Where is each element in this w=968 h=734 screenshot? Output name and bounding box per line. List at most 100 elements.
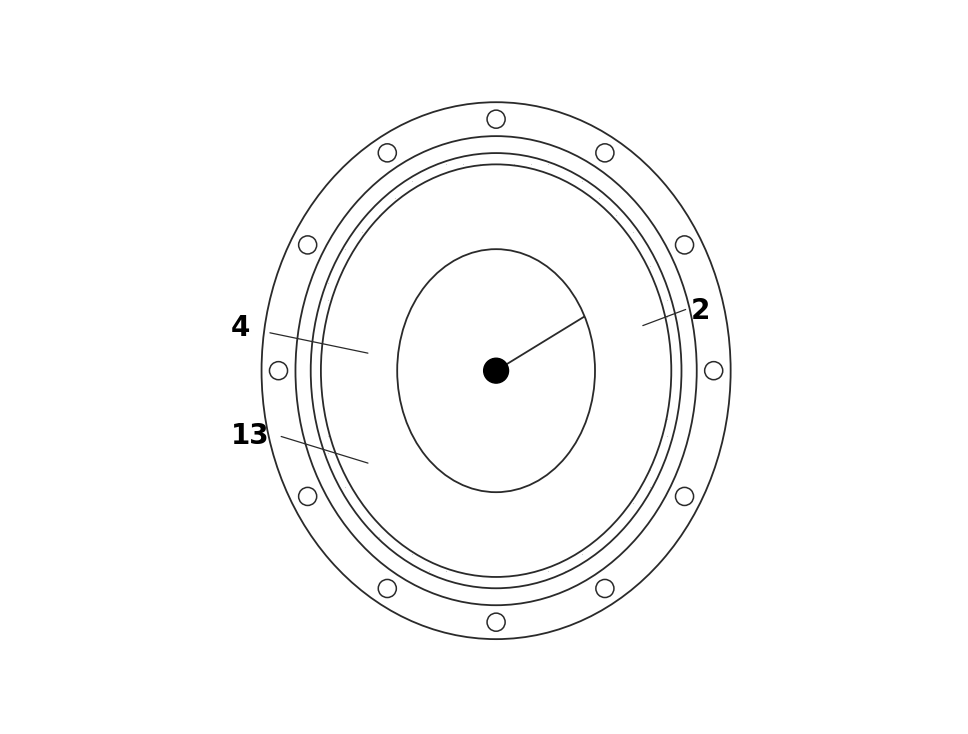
Point [456,565,471,577]
Circle shape [269,362,287,379]
Point [439,548,454,560]
Point [472,175,488,187]
Point [524,565,539,577]
Point [608,379,623,390]
Point [405,277,420,289]
Point [371,294,386,306]
Point [524,243,539,255]
Point [540,531,556,543]
Point [642,379,657,390]
Point [591,209,607,221]
Point [591,328,607,340]
Point [642,464,657,476]
Point [354,311,370,323]
Point [625,362,641,374]
Point [642,345,657,357]
Point [456,209,471,221]
Point [642,447,657,459]
Point [354,294,370,306]
Point [574,209,590,221]
Point [490,498,505,509]
Point [439,498,454,509]
Point [456,243,471,255]
Point [659,413,675,424]
Point [490,226,505,238]
Point [371,261,386,272]
Point [371,345,386,357]
Point [388,294,404,306]
Point [659,311,675,323]
Circle shape [484,358,508,383]
Point [371,413,386,424]
Point [320,294,336,306]
Point [354,277,370,289]
Point [642,430,657,442]
Point [472,548,488,560]
Point [422,209,438,221]
Point [337,379,352,390]
Point [558,531,573,543]
Point [625,311,641,323]
Point [472,531,488,543]
Point [472,226,488,238]
Point [540,159,556,170]
Point [371,209,386,221]
Point [320,413,336,424]
Point [558,548,573,560]
Point [659,430,675,442]
Point [642,328,657,340]
Point [591,481,607,493]
Point [472,515,488,526]
Point [405,175,420,187]
Circle shape [676,487,694,506]
Point [574,481,590,493]
Point [354,379,370,390]
Point [574,531,590,543]
Point [540,175,556,187]
Point [608,226,623,238]
Point [608,209,623,221]
Point [388,396,404,407]
Point [388,192,404,204]
Point [625,396,641,407]
Point [524,515,539,526]
Point [591,379,607,390]
Point [540,243,556,255]
Point [608,464,623,476]
Point [659,362,675,374]
Point [608,447,623,459]
Point [591,243,607,255]
Point [608,345,623,357]
Point [506,548,522,560]
Point [591,498,607,509]
Point [625,294,641,306]
Point [422,565,438,577]
Point [388,209,404,221]
Point [439,243,454,255]
Point [354,362,370,374]
Point [422,175,438,187]
Point [591,226,607,238]
Point [574,175,590,187]
Point [558,175,573,187]
Point [405,209,420,221]
Point [422,192,438,204]
Point [456,481,471,493]
Point [472,565,488,577]
Point [642,243,657,255]
Circle shape [298,236,317,254]
Point [490,209,505,221]
Point [388,261,404,272]
Point [337,464,352,476]
Point [659,396,675,407]
Point [354,498,370,509]
Point [456,192,471,204]
Point [625,243,641,255]
Point [608,515,623,526]
Point [439,175,454,187]
Point [337,277,352,289]
Point [558,277,573,289]
Point [574,498,590,509]
Point [388,362,404,374]
Point [524,226,539,238]
